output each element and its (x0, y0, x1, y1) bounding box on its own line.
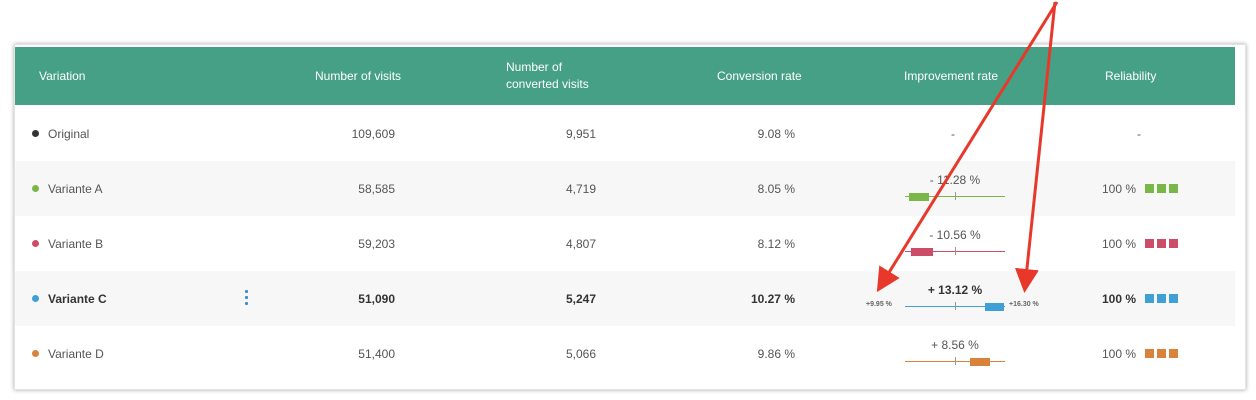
converted-value: 4,719 (565, 181, 596, 196)
reliability-squares (1142, 349, 1179, 358)
improvement-interval-chart: + 13.12 % (905, 271, 1005, 326)
variation-name: Variante B (48, 236, 104, 251)
zero-tick (955, 192, 956, 200)
variation-name: Variante A (48, 181, 103, 196)
conversion-value: 10.27 % (750, 291, 795, 306)
variation-color-dot (32, 130, 39, 137)
reliability-squares (1142, 294, 1179, 303)
header-converted: Number of converted visits (506, 60, 589, 91)
improvement-value: - 11.28 % (929, 173, 981, 187)
table-row-variante-b[interactable]: Variante B 59,203 4,807 8.12 % - 10.56 %… (15, 216, 1235, 271)
visits-value: 51,090 (358, 291, 395, 306)
improvement-value: + 8.56 % (931, 338, 979, 352)
header-variation: Variation (39, 68, 86, 83)
confidence-interval-low: +9.95 % (866, 301, 892, 308)
improvement-interval-chart: - 10.56 % (905, 216, 1005, 271)
header-improvement-rate: Improvement rate (904, 68, 999, 83)
interval-bar (970, 358, 990, 366)
improvement-value: - 10.56 % (929, 228, 981, 242)
conversion-value: 9.86 % (757, 346, 795, 361)
interval-bar (911, 248, 933, 256)
variation-color-dot (32, 185, 39, 192)
reliability-value: 100 % (1102, 291, 1137, 306)
table-header: Variation Number of visits Number of conv… (15, 47, 1235, 105)
table-row-variante-d[interactable]: Variante D 51,400 5,066 9.86 % + 8.56 % … (15, 326, 1235, 381)
variation-color-dot (32, 295, 39, 302)
visits-value: 109,609 (351, 126, 395, 141)
kebab-menu-icon[interactable] (245, 290, 249, 306)
visits-value: 58,585 (358, 181, 395, 196)
visits-value: 59,203 (358, 236, 395, 251)
header-reliability: Reliability (1105, 68, 1157, 83)
reliability-squares (1142, 239, 1179, 248)
confidence-interval-high: +16.30 % (1009, 301, 1039, 308)
reliability-value: - (1137, 126, 1141, 141)
table-row-variante-a[interactable]: Variante A 58,585 4,719 8.05 % - 11.28 %… (15, 161, 1235, 216)
zero-tick (955, 302, 956, 310)
visits-value: 51,400 (358, 346, 395, 361)
conversion-value: 8.05 % (757, 181, 795, 196)
reliability-cell: 100 % (1102, 216, 1179, 271)
improvement-interval-chart: + 8.56 % (905, 326, 1005, 381)
converted-value: 9,951 (565, 126, 596, 141)
zero-tick (955, 357, 956, 365)
variation-color-dot (32, 350, 39, 357)
improvement-value: - (951, 126, 955, 141)
reliability-cell: 100 % (1102, 271, 1179, 326)
conversion-value: 9.08 % (757, 126, 795, 141)
variation-color-dot (32, 240, 39, 247)
variation-name: Original (48, 126, 90, 141)
header-visits: Number of visits (315, 68, 402, 83)
conversion-value: 8.12 % (757, 236, 795, 251)
converted-value: 5,066 (565, 346, 596, 361)
reliability-cell: 100 % (1102, 326, 1179, 381)
improvement-value: + 13.12 % (927, 283, 983, 297)
converted-value: 4,807 (565, 236, 596, 251)
annotation-arrow-left (876, 1, 1059, 293)
reliability-value: 100 % (1102, 346, 1137, 361)
improvement-interval-chart: - 11.28 % (905, 161, 1005, 216)
interval-bar (909, 193, 929, 201)
reliability-value: 100 % (1102, 236, 1137, 251)
annotation-arrow-right (1014, 1, 1057, 293)
reliability-value: 100 % (1102, 181, 1137, 196)
interval-bar (985, 303, 1004, 311)
results-table-card: Variation Number of visits Number of conv… (14, 44, 1246, 390)
variation-name: Variante C (48, 291, 107, 306)
reliability-squares (1142, 184, 1179, 193)
zero-tick (955, 247, 956, 255)
table-row-original[interactable]: Original 109,609 9,951 9.08 % - - (15, 106, 1235, 161)
header-conversion-rate: Conversion rate (717, 68, 802, 83)
reliability-cell: 100 % (1102, 161, 1179, 216)
variation-name: Variante D (48, 346, 104, 361)
converted-value: 5,247 (565, 291, 596, 306)
